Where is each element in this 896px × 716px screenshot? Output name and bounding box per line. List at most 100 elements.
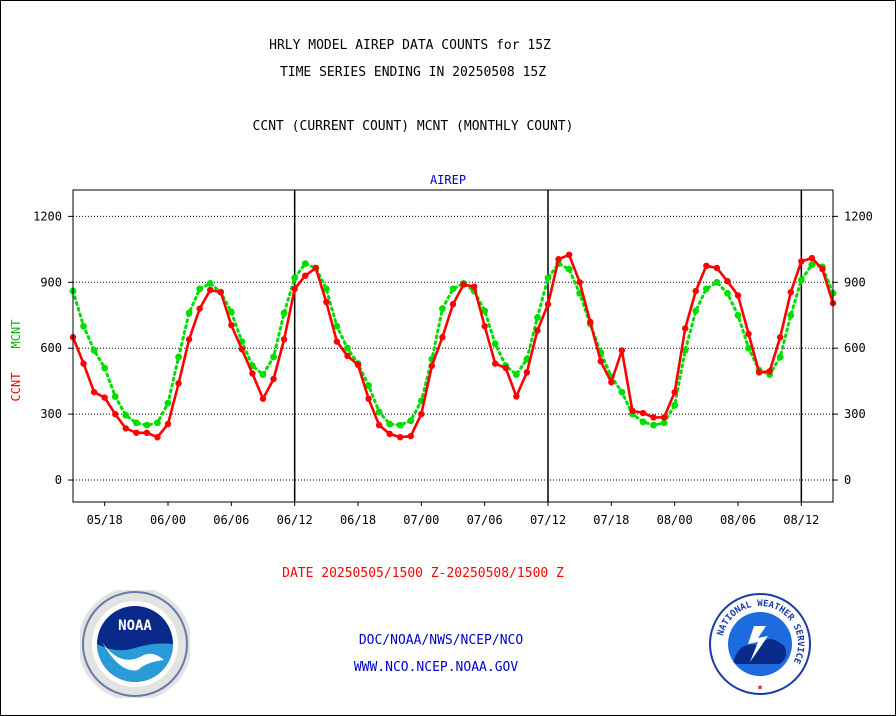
mcnt-point xyxy=(797,276,805,284)
ccnt-point xyxy=(333,338,341,345)
series-layer xyxy=(69,251,837,441)
mcnt-point xyxy=(154,419,161,427)
ccnt-point xyxy=(407,432,414,440)
mcnt-point xyxy=(344,344,351,352)
ccnt-point xyxy=(629,407,636,415)
ccnt-point xyxy=(470,283,478,290)
mcnt-point xyxy=(491,340,499,348)
ccnt-point xyxy=(101,394,108,401)
mcnt-point xyxy=(776,353,784,361)
ccnt-point xyxy=(777,334,784,341)
ccnt-point xyxy=(323,298,330,306)
mcnt-point xyxy=(407,417,415,425)
ccnt-point xyxy=(185,336,193,343)
noaa-logo: NOAA xyxy=(80,590,190,698)
ccnt-point xyxy=(639,409,647,417)
mcnt-point xyxy=(164,399,172,407)
mcnt-point xyxy=(90,346,98,354)
mcnt-point xyxy=(365,382,372,389)
ccnt-point xyxy=(660,414,668,421)
ccnt-point xyxy=(112,410,119,418)
org-line: DOC/NOAA/NWS/NCEP/NCO xyxy=(358,633,524,648)
ccnt-point xyxy=(618,347,626,354)
ccnt-point xyxy=(713,264,721,272)
mcnt-point xyxy=(280,309,288,317)
grid-layer xyxy=(73,190,833,502)
mcnt-point xyxy=(333,322,341,330)
ccnt-point xyxy=(745,330,752,338)
mcnt-point xyxy=(734,311,742,319)
mcnt-point xyxy=(111,393,119,400)
ccnt-point xyxy=(481,323,488,330)
mcnt-point xyxy=(396,421,404,429)
y-tick-label-left: 900 xyxy=(40,275,62,289)
noaa-logo-text: NOAA xyxy=(118,618,152,634)
ccnt-point xyxy=(449,301,457,308)
y-tick-label-left: 1200 xyxy=(33,209,62,223)
ccnt-point xyxy=(312,264,319,272)
ccnt-point xyxy=(365,395,372,402)
x-tick-label: 05/18 xyxy=(87,513,123,527)
ccnt-point xyxy=(154,433,161,441)
mcnt-point xyxy=(259,371,267,378)
mcnt-point xyxy=(206,279,214,287)
y-tick-label-right: 1200 xyxy=(844,209,873,223)
ccnt-point xyxy=(344,352,351,360)
mcnt-point xyxy=(122,411,130,419)
mcnt-point xyxy=(185,309,193,317)
mcnt-point xyxy=(544,274,552,282)
mcnt-point xyxy=(787,311,795,319)
mcnt-point xyxy=(534,314,541,321)
ccnt-point xyxy=(259,395,267,402)
ccnt-point xyxy=(207,286,214,294)
ccnt-point xyxy=(692,287,699,295)
title-line-1: HRLY MODEL AIREP DATA COUNTS for 15Z xyxy=(269,38,551,53)
mcnt-point xyxy=(565,265,573,273)
title-line-2: TIME SERIES ENDING IN 20250508 15Z xyxy=(279,65,547,80)
ccnt-point xyxy=(671,388,678,396)
ccnt-point xyxy=(544,301,552,308)
y-tick-label-right: 0 xyxy=(844,473,851,487)
mcnt-point xyxy=(386,420,394,428)
ccnt-point xyxy=(80,360,87,367)
ccnt-point xyxy=(397,433,404,441)
ccnt-point xyxy=(238,346,246,353)
x-tick-label: 06/00 xyxy=(150,513,186,527)
mcnt-point xyxy=(143,421,151,429)
ccnt-point xyxy=(228,321,235,329)
mcnt-point xyxy=(175,353,182,361)
ccnt-point xyxy=(513,393,520,400)
nws-star-icon: ★ xyxy=(757,680,764,693)
ccnt-point xyxy=(755,369,763,376)
ccnt-point xyxy=(819,265,826,273)
mcnt-point xyxy=(301,260,309,268)
y-axis-label-ccnt: CCNT xyxy=(9,373,23,402)
ccnt-point xyxy=(523,369,531,376)
mcnt-point xyxy=(227,308,235,316)
plot-frame xyxy=(72,189,834,503)
ccnt-point xyxy=(217,288,224,296)
mcnt-point xyxy=(724,289,731,297)
ccnt-point xyxy=(650,414,657,421)
mcnt-point xyxy=(660,419,668,427)
axis-layer: 0 0 300 300 600 600 900 900 1200 1200 05/18 06/00 06… xyxy=(33,189,873,527)
mcnt-point xyxy=(639,418,647,426)
ccnt-point xyxy=(133,429,140,436)
ccnt-point xyxy=(196,305,203,312)
mcnt-point xyxy=(270,353,277,361)
ccnt-point xyxy=(428,362,436,369)
mcnt-point xyxy=(132,419,140,427)
ccnt-point xyxy=(418,410,425,418)
url-line: WWW.NCO.NCEP.NOAA.GOV xyxy=(353,660,519,675)
x-tick-label: 08/12 xyxy=(783,513,819,527)
ccnt-point xyxy=(354,361,362,368)
x-tick-label: 06/06 xyxy=(213,513,249,527)
ccnt-point xyxy=(90,388,98,396)
mcnt-point xyxy=(449,285,457,293)
x-tick-label: 08/00 xyxy=(657,513,693,527)
x-tick-label: 07/12 xyxy=(530,513,566,527)
mcnt-point xyxy=(375,408,383,416)
ccnt-point xyxy=(492,360,499,367)
y-tick-label-left: 0 xyxy=(55,473,62,487)
nws-logo: NATIONAL WEATHER SERVICE ★ xyxy=(709,593,811,695)
